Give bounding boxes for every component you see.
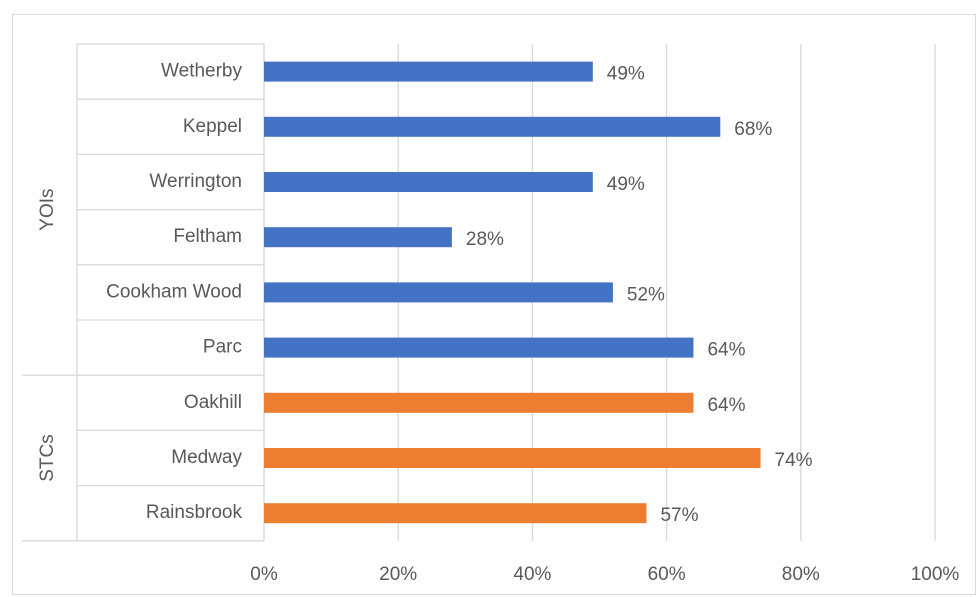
category-label: Cookham Wood (106, 281, 242, 302)
bar-keppel (264, 116, 721, 137)
category-label: Oakhill (184, 392, 242, 413)
data-label: 68% (734, 119, 772, 140)
bar-werrington (264, 172, 593, 192)
bars (264, 61, 761, 524)
bar-medway (264, 448, 761, 468)
x-tick-label: 60% (648, 564, 686, 585)
bar-wetherby (264, 61, 593, 82)
data-label: 74% (775, 450, 813, 471)
category-label: Parc (203, 337, 242, 358)
bar-cookham-wood (264, 282, 613, 303)
labels: 0% 20% 40% 60% 80% 100% YOIs STCs Wetherby 49% Kep… (37, 61, 959, 585)
x-tick-label: 100% (911, 564, 960, 585)
data-label: 52% (627, 284, 665, 305)
data-label: 49% (607, 64, 645, 85)
category-label: Wetherby (161, 61, 242, 82)
data-label: 64% (707, 340, 745, 361)
data-label: 64% (707, 395, 745, 416)
x-tick-label: 20% (379, 564, 417, 585)
x-tick-label: 80% (782, 564, 820, 585)
category-label: Feltham (173, 226, 242, 247)
bar-rainsbrook (264, 503, 647, 524)
data-label: 49% (607, 174, 645, 195)
chart-frame (12, 14, 976, 595)
bar-parc (264, 337, 694, 358)
x-tick-label: 0% (250, 564, 278, 585)
group-label: STCs (37, 434, 58, 482)
category-label: Werrington (149, 171, 242, 192)
x-tick-label: 40% (513, 564, 551, 585)
data-label: 28% (466, 229, 504, 250)
data-label: 57% (660, 505, 698, 526)
category-label: Keppel (183, 116, 242, 137)
group-label: YOIs (37, 188, 58, 230)
category-label: Medway (171, 447, 242, 468)
category-label: Rainsbrook (146, 502, 243, 523)
bar-oakhill (264, 392, 694, 413)
bar-feltham (264, 227, 452, 248)
